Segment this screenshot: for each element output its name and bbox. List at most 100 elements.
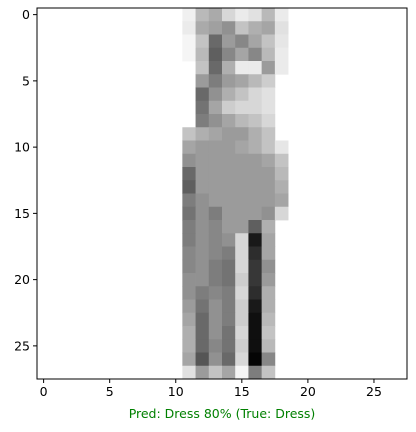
pixel-cell bbox=[209, 194, 223, 208]
pixel-cell bbox=[209, 180, 223, 194]
pixel-cell bbox=[182, 286, 196, 300]
pixel-cell bbox=[182, 313, 196, 327]
pixel-cell bbox=[209, 127, 223, 141]
pixel-cell bbox=[222, 260, 236, 274]
pixel-cell bbox=[182, 141, 196, 155]
pixel-cell bbox=[222, 35, 236, 49]
pixel-cell bbox=[196, 194, 210, 208]
pixel-cell bbox=[209, 154, 223, 168]
pixel-cell bbox=[262, 220, 276, 234]
pixel-cell bbox=[235, 114, 249, 128]
pixel-cell bbox=[222, 154, 236, 168]
x-tick-label: 0 bbox=[40, 384, 48, 399]
pixel-cell bbox=[209, 101, 223, 115]
pixel-cell bbox=[196, 247, 210, 261]
pixel-cell bbox=[248, 88, 262, 102]
pixel-cell bbox=[262, 233, 276, 247]
pixel-cell bbox=[235, 313, 249, 327]
pixel-cell bbox=[182, 127, 196, 141]
pixel-cell bbox=[222, 141, 236, 155]
pixel-cell bbox=[196, 21, 210, 35]
pixel-cell bbox=[182, 207, 196, 221]
pixel-cell bbox=[182, 154, 196, 168]
pixel-cell bbox=[235, 300, 249, 314]
pixel-cell bbox=[222, 286, 236, 300]
pixel-cell bbox=[182, 300, 196, 314]
pixel-cell bbox=[262, 61, 276, 75]
pixel-cell bbox=[182, 35, 196, 49]
pixel-cell bbox=[262, 286, 276, 300]
pixel-cell bbox=[262, 207, 276, 221]
pixel-cell bbox=[248, 141, 262, 155]
pixel-cell bbox=[222, 220, 236, 234]
pixel-cell bbox=[196, 74, 210, 88]
pixel-cell bbox=[248, 326, 262, 340]
pixel-cell bbox=[196, 326, 210, 340]
pixel-cell bbox=[235, 154, 249, 168]
pixel-cell bbox=[262, 88, 276, 102]
pixel-cell bbox=[182, 220, 196, 234]
pixel-cell bbox=[222, 233, 236, 247]
pixel-cell bbox=[182, 260, 196, 274]
x-tick-label: 25 bbox=[366, 384, 382, 399]
pixel-cell bbox=[182, 48, 196, 62]
pixel-cell bbox=[262, 154, 276, 168]
pixel-cell bbox=[248, 194, 262, 208]
pixel-cell bbox=[196, 35, 210, 49]
pixel-cell bbox=[209, 35, 223, 49]
pixel-cell bbox=[248, 21, 262, 35]
pixel-cell bbox=[222, 21, 236, 35]
pixel-cell bbox=[222, 48, 236, 62]
pixel-cell bbox=[275, 207, 289, 221]
pixel-cell bbox=[248, 366, 262, 380]
pixel-cell bbox=[275, 61, 289, 75]
pixel-cell bbox=[209, 167, 223, 181]
pixel-cell bbox=[248, 260, 262, 274]
x-axis: 0 5 10 15 20 25 bbox=[40, 379, 382, 399]
pixel-cell bbox=[196, 366, 210, 380]
pixel-cell bbox=[248, 8, 262, 22]
pixel-cell bbox=[248, 101, 262, 115]
pixel-cell bbox=[209, 88, 223, 102]
pixel-cell bbox=[248, 339, 262, 353]
pixel-cell bbox=[235, 353, 249, 367]
y-tick-label: 5 bbox=[22, 73, 30, 88]
pixel-cell bbox=[222, 8, 236, 22]
pixel-cell bbox=[248, 35, 262, 49]
y-axis: 0510152025 bbox=[14, 7, 37, 353]
pixel-cell bbox=[235, 101, 249, 115]
pixel-cell bbox=[209, 247, 223, 261]
pixel-cell bbox=[235, 194, 249, 208]
pixel-cell bbox=[275, 21, 289, 35]
pixel-cell bbox=[209, 8, 223, 22]
pixel-cell bbox=[275, 154, 289, 168]
pixel-cell bbox=[248, 167, 262, 181]
pixel-cell bbox=[196, 61, 210, 75]
pixel-cell bbox=[196, 127, 210, 141]
pixel-cell bbox=[262, 300, 276, 314]
pixel-cell bbox=[235, 88, 249, 102]
pixel-cell bbox=[235, 220, 249, 234]
pixel-cell bbox=[209, 313, 223, 327]
pixel-cell bbox=[209, 339, 223, 353]
pixel-cell bbox=[262, 127, 276, 141]
pixel-cell bbox=[262, 21, 276, 35]
pixel-cell bbox=[222, 74, 236, 88]
pixel-cell bbox=[209, 207, 223, 221]
pixel-cell bbox=[262, 101, 276, 115]
pixel-cell bbox=[182, 366, 196, 380]
pixel-cell bbox=[248, 207, 262, 221]
pixel-cell bbox=[182, 339, 196, 353]
pixel-cell bbox=[275, 35, 289, 49]
pixel-cell bbox=[196, 233, 210, 247]
pixel-cell bbox=[196, 339, 210, 353]
pixel-cell bbox=[182, 326, 196, 340]
pixel-cell bbox=[248, 74, 262, 88]
pixel-cell bbox=[248, 300, 262, 314]
y-tick-label: 0 bbox=[22, 7, 30, 22]
pixel-cell bbox=[209, 74, 223, 88]
pixel-cell bbox=[196, 260, 210, 274]
pixel-cell bbox=[209, 233, 223, 247]
pixel-cell bbox=[209, 48, 223, 62]
